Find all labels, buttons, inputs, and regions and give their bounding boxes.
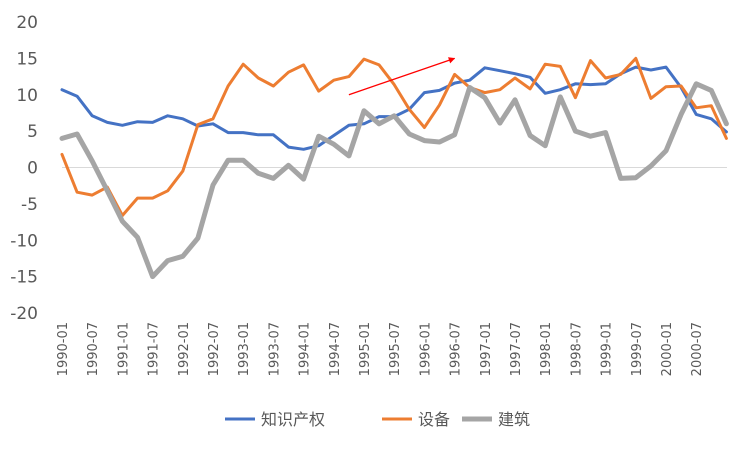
- y-tick-label: 10: [16, 86, 38, 106]
- trend-arrow: [348, 57, 456, 96]
- x-tick-label: 1996-07: [449, 322, 464, 376]
- y-tick-label: 5: [27, 122, 38, 142]
- series-line-2: [60, 56, 728, 217]
- x-tick-label: 1990-07: [86, 322, 101, 376]
- x-tick-label: 1992-07: [207, 322, 222, 376]
- x-tick-label: 1997-07: [509, 322, 524, 376]
- x-tick-label: 1998-01: [539, 322, 554, 376]
- x-tick-label: 1998-07: [569, 322, 584, 376]
- x-tick-label: 2000-07: [690, 322, 705, 376]
- x-tick-label: 1991-01: [116, 322, 131, 376]
- legend-label-3: 建筑: [498, 410, 530, 429]
- legend-label-1: 知识产权: [261, 410, 325, 429]
- legend-label-2: 设备: [418, 410, 450, 429]
- x-tick-label: 1995-07: [388, 322, 403, 376]
- y-tick-label: 15: [16, 49, 38, 69]
- x-tick-label: 2000-01: [660, 322, 675, 376]
- y-tick-label: 0: [27, 159, 38, 179]
- x-tick-label: 1996-01: [418, 322, 433, 376]
- x-tick-label: 1997-01: [479, 322, 494, 376]
- annotation: [348, 57, 456, 96]
- x-tick-label: 1999-07: [630, 322, 645, 376]
- x-tick-label: 1992-01: [177, 322, 192, 376]
- legend: 知识产权 设备 建筑: [225, 410, 530, 429]
- x-tick-label: 1999-01: [600, 322, 615, 376]
- x-axis: 1990-01 1990-07 1991-01 1991-07 1992-01 1992-…: [56, 167, 727, 376]
- x-tick-label: 1993-01: [237, 322, 252, 376]
- y-tick-label: -20: [10, 304, 38, 324]
- x-tick-label: 1995-01: [358, 322, 373, 376]
- y-tick-label: -5: [21, 195, 38, 215]
- y-axis-tick-labels: 20 15 10 5 0 -5 -10 -15 -20: [10, 13, 38, 324]
- x-tick-label: 1994-01: [298, 322, 313, 376]
- series-line-3: [59, 81, 729, 280]
- y-tick-label: -15: [10, 268, 38, 288]
- x-tick-label: 1991-07: [147, 322, 162, 376]
- y-tick-label: 20: [16, 13, 38, 33]
- x-tick-label: 1994-07: [328, 322, 343, 376]
- y-tick-label: -10: [10, 231, 38, 251]
- x-tick-label: 1990-01: [56, 322, 71, 376]
- series-lines: [59, 56, 729, 280]
- x-tick-label: 1993-07: [267, 322, 282, 376]
